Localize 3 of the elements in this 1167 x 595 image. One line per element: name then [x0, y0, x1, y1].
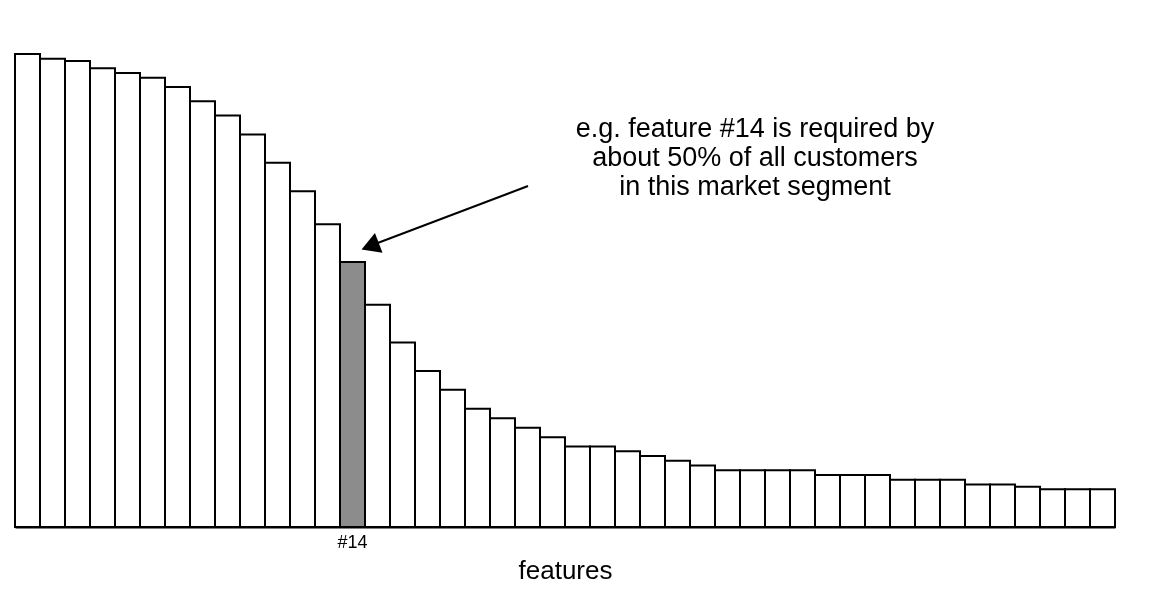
- x-tick-label: #14: [337, 531, 368, 552]
- annotation: e.g. feature #14 is required by about 50% of all customers in this market segment: [575, 113, 935, 201]
- x-axis-title: features: [518, 554, 613, 585]
